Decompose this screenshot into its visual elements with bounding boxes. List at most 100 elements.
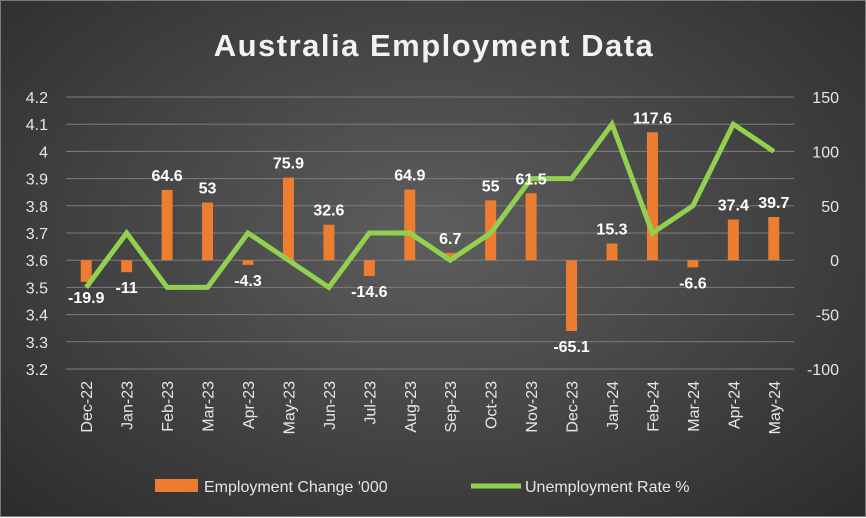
line-point — [207, 286, 209, 288]
line-point — [773, 150, 775, 152]
bar — [444, 252, 456, 261]
bar — [566, 260, 578, 332]
y-tick-label-left: 4.1 — [26, 117, 48, 134]
y-tick-label-right: -100 — [807, 362, 839, 379]
primary-y-axis: 3.2 3.3 3.4 3.5 3.6 3.7 3.8 3.9 4 4.1 4.2 — [26, 90, 48, 379]
y-tick-label-right: -50 — [816, 308, 839, 325]
secondary-y-axis: -100 -50 0 50 100 150 — [807, 90, 839, 379]
x-tick-label: Oct-23 — [484, 381, 501, 429]
line-point — [692, 205, 694, 207]
bar-data-label: 37.4 — [718, 198, 749, 215]
line-point — [449, 259, 451, 261]
y-tick-label-left: 4.2 — [26, 90, 48, 107]
line-point — [732, 123, 734, 125]
legend-label-employment: Employment Change '000 — [204, 479, 388, 496]
y-tick-label-right: 100 — [812, 144, 839, 161]
bar-data-label: 53 — [199, 181, 217, 198]
y-tick-label-left: 3.3 — [26, 335, 48, 352]
y-tick-label-left: 4 — [39, 144, 48, 161]
line-point — [571, 178, 573, 180]
y-tick-label-left: 3.5 — [26, 280, 48, 297]
line-point — [409, 232, 411, 234]
bar — [161, 189, 173, 261]
y-tick-label-left: 3.9 — [26, 172, 48, 189]
x-tick-label: Sep-23 — [443, 381, 460, 433]
x-tick-label: May-24 — [767, 381, 784, 434]
chart-title: Australia Employment Data — [214, 28, 655, 63]
line-point — [328, 286, 330, 288]
data-labels: -19.9 -11 64.6 53 -4.3 75.9 32.6 -14.6 64.9 6.7 55… — [68, 110, 789, 356]
bar-data-label: -6.6 — [679, 275, 707, 292]
y-tick-label-right: 50 — [821, 199, 839, 216]
bar-data-label: -4.3 — [234, 273, 262, 290]
x-tick-label: Mar-23 — [201, 381, 218, 432]
bar-data-label: 75.9 — [273, 156, 304, 173]
line-point — [247, 232, 249, 234]
gridlines — [66, 96, 794, 370]
line-point — [287, 259, 289, 261]
line-point — [126, 232, 128, 234]
bar-series — [80, 132, 780, 332]
line-point — [651, 232, 653, 234]
x-tick-label: Aug-23 — [403, 381, 420, 433]
x-tick-label: Jan-24 — [605, 381, 622, 430]
bar — [323, 224, 335, 261]
y-tick-label-right: 150 — [812, 90, 839, 107]
bar-data-label: -19.9 — [68, 290, 105, 307]
bar-data-label: 15.3 — [596, 222, 627, 239]
x-tick-label: Feb-23 — [160, 381, 177, 432]
x-tick-label: Jan-23 — [120, 381, 137, 430]
bar-data-label: 117.6 — [633, 110, 672, 127]
bar — [687, 260, 699, 268]
x-tick-label: Nov-23 — [524, 381, 541, 433]
x-axis: Dec-22 Jan-23 Feb-23 Mar-23 Apr-23 May-23 Jun-… — [79, 381, 784, 434]
line-point — [166, 286, 168, 288]
line-point — [490, 232, 492, 234]
line-point — [85, 286, 87, 288]
bar — [525, 193, 537, 261]
bar — [404, 189, 416, 261]
bar — [242, 260, 254, 265]
bar-data-label: 39.7 — [758, 195, 789, 212]
legend: Employment Change '000 Unemployment Rate… — [155, 479, 690, 496]
bar — [282, 177, 294, 261]
y-tick-label-left: 3.8 — [26, 199, 48, 216]
x-tick-label: Apr-24 — [726, 381, 743, 429]
bar — [363, 260, 375, 277]
bar — [727, 219, 739, 261]
bar — [202, 202, 214, 261]
bar — [80, 260, 92, 282]
x-tick-label: May-23 — [281, 381, 298, 434]
x-tick-label: Mar-24 — [686, 381, 703, 432]
x-tick-label: Feb-24 — [645, 381, 662, 432]
line-point — [368, 232, 370, 234]
x-tick-label: Jun-23 — [322, 381, 339, 430]
bar-data-label: -14.6 — [351, 284, 388, 301]
x-tick-label: Jul-23 — [362, 381, 379, 425]
y-tick-label-right: 0 — [830, 253, 839, 270]
bar-data-label: 64.9 — [394, 168, 425, 185]
bar-data-label: 61.5 — [516, 171, 547, 188]
x-tick-label: Dec-22 — [79, 381, 96, 433]
bar-data-label: -11 — [116, 280, 138, 297]
x-tick-label: Dec-23 — [565, 381, 582, 433]
line-series — [84, 119, 776, 291]
bar-data-label: 6.7 — [439, 231, 461, 248]
bar-data-label: 64.6 — [152, 168, 183, 185]
bar-data-label: -65.1 — [553, 339, 590, 356]
y-tick-label-left: 3.7 — [26, 226, 48, 243]
bar — [121, 260, 133, 273]
unemployment-line — [84, 119, 776, 291]
legend-label-unemployment: Unemployment Rate % — [525, 479, 690, 496]
y-tick-label-left: 3.6 — [26, 253, 48, 270]
bar-data-label: 32.6 — [313, 203, 344, 220]
bar — [606, 243, 618, 261]
y-tick-label-left: 3.4 — [26, 308, 48, 325]
line-point — [611, 123, 613, 125]
x-tick-label: Apr-23 — [241, 381, 258, 429]
bar-data-label: 55 — [482, 178, 500, 195]
bar — [768, 217, 780, 261]
bar — [646, 132, 658, 261]
